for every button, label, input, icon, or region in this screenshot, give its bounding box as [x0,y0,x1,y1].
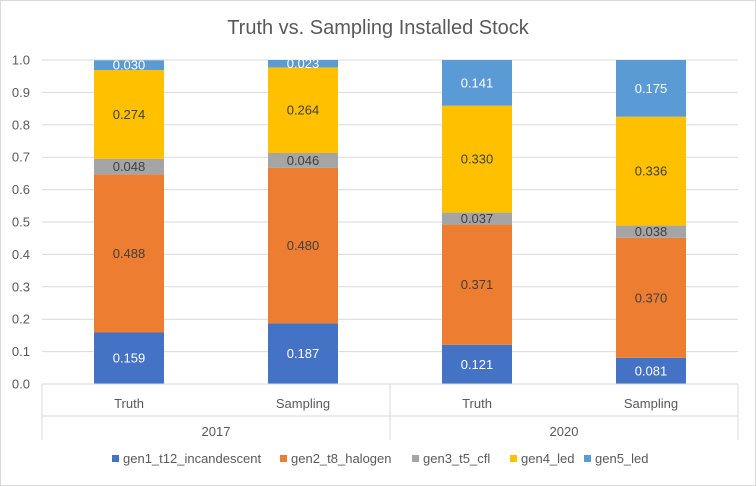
bar-segment [616,60,686,117]
bar-segment [268,60,338,68]
chart-title: Truth vs. Sampling Installed Stock [227,17,530,39]
data-label: 0.023 [287,56,320,71]
data-label: 0.371 [461,277,494,292]
bar-segment [94,158,164,175]
bar-segment [616,357,686,384]
legend-label: gen5_led [595,451,649,466]
data-label: 0.175 [635,81,668,96]
legend-item: gen3_t5_cfl [412,451,490,466]
group-label: 2020 [550,424,579,439]
bar-segment [268,152,338,168]
y-tick-label: 0.7 [12,150,30,165]
data-label: 0.274 [113,107,146,122]
bar-segment [268,323,338,384]
y-tick-label: 0.5 [12,215,30,230]
legend-item: gen2_t8_halogen [280,451,392,466]
bar-segment [94,60,164,71]
data-label: 0.264 [287,103,320,118]
y-tick-label: 0.6 [12,182,30,197]
legend-label: gen1_t12_incandescent [123,451,261,466]
bar-segment [94,174,164,333]
data-label: 0.121 [461,357,494,372]
x-tick-label: Truth [114,396,144,411]
y-tick-label: 0.3 [12,279,30,294]
y-tick-label: 0.2 [12,312,30,327]
data-label: 0.159 [113,351,146,366]
data-label: 0.336 [635,164,668,179]
data-label: 0.141 [461,75,494,90]
legend-item: gen4_led [510,451,575,466]
data-labels: 0.159 0.488 0.048 0.274 0.030 0.187 0.480 0.046… [113,56,668,378]
legend-swatch [584,455,591,462]
bar-segment [268,67,338,153]
legend-label: gen2_t8_halogen [291,451,392,466]
legend-swatch [510,455,517,462]
bar-segment [268,167,338,324]
y-tick-label: 1.0 [12,53,30,68]
bars [94,60,686,384]
y-tick-label: 0.1 [12,344,30,359]
data-label: 0.030 [113,58,146,73]
data-label: 0.488 [113,246,146,261]
bar-segment [616,116,686,226]
legend: gen1_t12_incandescent gen2_t8_halogen gen3… [112,451,649,466]
legend-label: gen4_led [521,451,575,466]
legend-label: gen3_t5_cfl [423,451,490,466]
y-tick-label: 0.9 [12,85,30,100]
x-tick-label: Sampling [276,396,330,411]
bar-segment [94,70,164,159]
data-label: 0.187 [287,346,320,361]
legend-swatch [412,455,419,462]
data-label: 0.330 [461,152,494,167]
y-tick-label: 0.4 [12,247,30,262]
legend-swatch [280,455,287,462]
y-tick-label: 0.8 [12,117,30,132]
bar-segment [442,105,512,213]
legend-item: gen1_t12_incandescent [112,451,261,466]
bar-segment [442,212,512,225]
legend-swatch [112,455,119,462]
x-tick-label: Truth [462,396,492,411]
data-label: 0.038 [635,224,668,239]
bar-segment [442,60,512,106]
legend-item: gen5_led [584,451,649,466]
data-label: 0.081 [635,363,668,378]
group-label: 2017 [202,424,231,439]
data-label: 0.048 [113,159,146,174]
data-label: 0.370 [635,290,668,305]
x-tick-label: Sampling [624,396,678,411]
bar-segment [616,225,686,238]
bar-segment [442,224,512,345]
y-tick-label: 0.0 [12,377,30,392]
data-label: 0.037 [461,211,494,226]
bar-segment [616,237,686,358]
y-axis-ticks: 0.0 0.1 0.2 0.3 0.4 0.5 0.6 0.7 0.8 0.9 1.0 [12,53,30,392]
data-label: 0.046 [287,153,320,168]
bar-segment [94,332,164,384]
data-label: 0.480 [287,238,320,253]
bar-segment [442,344,512,384]
x-axis: Truth Sampling Truth Sampling 2017 2020 [41,383,739,440]
